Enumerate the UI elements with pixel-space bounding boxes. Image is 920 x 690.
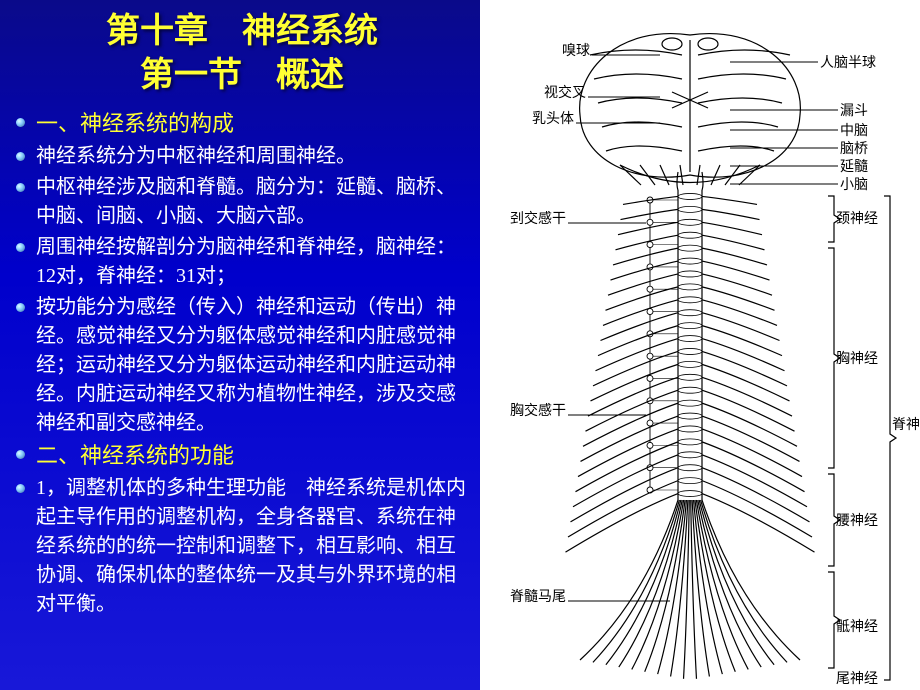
slide: 第十章 神经系统 第一节 概述 一、神经系统的构成神经系统分为中枢神经和周围神经… <box>0 0 920 690</box>
diagram-label: 乳头体 <box>532 108 574 128</box>
bullet-body: 周围神经按解剖分为脑神经和脊神经，脑神经：12对，脊神经：31对； <box>12 233 472 291</box>
diagram-label: 脊神经 <box>892 414 920 434</box>
diagram-label: 视交叉 <box>544 82 586 102</box>
diagram-label: 中脑 <box>840 120 868 140</box>
diagram-label: 小脑 <box>840 174 868 194</box>
diagram-label: 胸神经 <box>836 348 878 368</box>
bullet-list: 一、神经系统的构成神经系统分为中枢神经和周围神经。中枢神经涉及脑和脊髓。脑分为：… <box>12 108 472 619</box>
diagram-label: 人脑半球 <box>820 52 876 72</box>
title-line-1: 第十章 神经系统 <box>12 10 472 54</box>
bullet-heading: 二、神经系统的功能 <box>12 440 472 472</box>
diagram-label: 颈神经 <box>836 208 878 228</box>
diagram-label: 延髓 <box>840 156 868 176</box>
title-line-2: 第一节 概述 <box>12 54 472 98</box>
bullet-body: 中枢神经涉及脑和脊髓。脑分为：延髓、脑桥、中脑、间脑、小脑、大脑六部。 <box>12 173 472 231</box>
bullet-body: 神经系统分为中枢神经和周围神经。 <box>12 142 472 171</box>
bullet-body: 按功能分为感经（传入）神经和运动（传出）神经。感觉神经又分为躯体感觉神经和内脏感… <box>12 293 472 438</box>
slide-title: 第十章 神经系统 第一节 概述 <box>12 10 472 98</box>
diagram-label: 骶神经 <box>836 616 878 636</box>
diagram-label: 胸交感干 <box>510 400 566 420</box>
diagram-label: 腰神经 <box>836 510 878 530</box>
text-column: 第十章 神经系统 第一节 概述 一、神经系统的构成神经系统分为中枢神经和周围神经… <box>0 0 480 690</box>
bullet-body: 1，调整机体的多种生理功能 神经系统是机体内起主导作用的调整机构，全身各器官、系… <box>12 474 472 619</box>
diagram-label: 漏斗 <box>840 100 868 120</box>
diagram-label: 嗅球 <box>562 40 590 60</box>
bullet-heading: 一、神经系统的构成 <box>12 108 472 140</box>
diagram-label: 尾神经 <box>836 668 878 688</box>
diagram-label: 刭交感干 <box>510 208 566 228</box>
diagram-label: 脊髓马尾 <box>510 586 566 606</box>
anatomy-diagram: 嗅球视交叉乳头体刭交感干胸交感干脊髓马尾 人脑半球漏斗中脑脑桥延髓小脑颈神经胸神经… <box>480 0 920 690</box>
diagram-label: 脑桥 <box>840 138 868 158</box>
